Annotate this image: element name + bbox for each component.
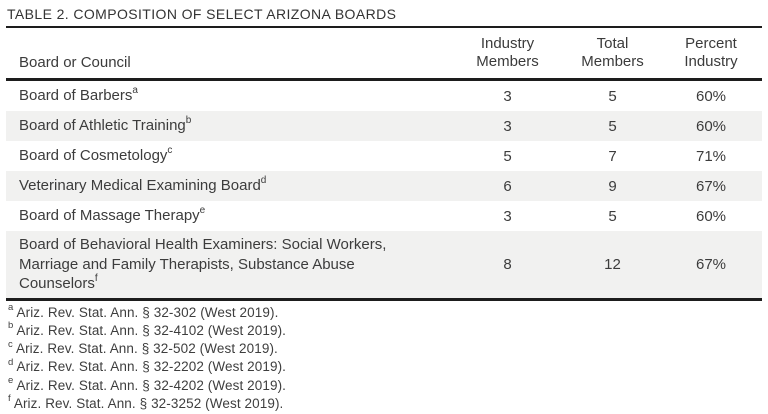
percent-industry-value: 67% <box>695 255 727 273</box>
footnote-text: Ariz. Rev. Stat. Ann. § 32-302 (West 201… <box>16 304 279 320</box>
table-row-behavioral-health: Board of Behavioral Health Examiners: So… <box>6 231 762 298</box>
boards-composition-table: Board or Council Industry Members Total … <box>6 28 762 301</box>
footnote-text: Ariz. Rev. Stat. Ann. § 32-502 (West 201… <box>15 341 278 357</box>
table-title: TABLE 2. COMPOSITION OF SELECT ARIZONA B… <box>7 6 397 22</box>
footnote-f: f Ariz. Rev. Stat. Ann. § 32-3252 (West … <box>8 393 762 413</box>
footnote-marker: c <box>167 145 173 157</box>
table-row-athletic-training: Board of Athletic Trainingb 3 5 60% <box>6 111 762 141</box>
industry-members-value: 3 <box>503 87 512 105</box>
board-name: Veterinary Medical Examining Board <box>19 177 261 195</box>
footnote-letter: b <box>8 320 14 332</box>
footnotes-section: a Ariz. Rev. Stat. Ann. § 32-302 (West 2… <box>6 301 762 414</box>
industry-members-value: 6 <box>503 177 512 195</box>
board-name-cell: Board of Barbersa <box>6 86 450 106</box>
footnote-letter: d <box>8 356 14 368</box>
footnote-marker: e <box>199 205 206 217</box>
board-name-cell: Board of Athletic Trainingb <box>6 116 450 136</box>
title-rule <box>6 26 762 28</box>
table-header-row: Board or Council Industry Members Total … <box>6 28 762 81</box>
percent-industry-value: 60% <box>695 117 727 135</box>
footnote-d: d Ariz. Rev. Stat. Ann. § 32-2202 (West … <box>8 358 762 376</box>
table-bottom-rule <box>6 297 762 301</box>
column-header-board-or-council: Board or Council <box>19 54 131 71</box>
column-header-percent-industry: Percent Industry <box>684 35 738 70</box>
footnote-e: e Ariz. Rev. Stat. Ann. § 32-4202 (West … <box>8 375 762 395</box>
column-header-total-members: Total Members <box>581 35 644 70</box>
table-row-massage-therapy: Board of Massage Therapye 3 5 60% <box>6 201 762 231</box>
footnote-b: b Ariz. Rev. Stat. Ann. § 32-4102 (West … <box>8 320 762 340</box>
footnote-letter: e <box>8 375 14 387</box>
board-name: Board of Behavioral Health Examiners: So… <box>19 236 387 292</box>
board-name: Board of Barbers <box>19 87 133 105</box>
board-name-cell: Board of Behavioral Health Examiners: So… <box>6 235 450 294</box>
industry-members-value: 5 <box>503 147 512 165</box>
total-members-value: 7 <box>608 147 617 165</box>
footnote-letter: a <box>8 302 14 313</box>
footnote-marker: a <box>132 85 138 97</box>
footnote-text: Ariz. Rev. Stat. Ann. § 32-4202 (West 20… <box>16 377 287 393</box>
board-name-cell: Board of Massage Therapye <box>6 206 450 226</box>
total-members-value: 12 <box>604 255 621 273</box>
table-row-barbers: Board of Barbersa 3 5 60% <box>6 81 762 111</box>
footnote-letter: f <box>8 393 11 405</box>
table-row-cosmetology: Board of Cosmetologyc 5 7 71% <box>6 141 762 171</box>
total-members-value: 5 <box>608 117 617 135</box>
percent-industry-value: 71% <box>695 147 727 165</box>
percent-industry-value: 60% <box>695 207 727 225</box>
table-row-veterinary: Veterinary Medical Examining Boardd 6 9 … <box>6 171 762 201</box>
percent-industry-value: 67% <box>695 177 727 195</box>
footnote-letter: c <box>8 338 13 350</box>
footnote-marker: d <box>260 175 267 187</box>
total-members-value: 5 <box>608 87 617 105</box>
footnote-text: Ariz. Rev. Stat. Ann. § 32-3252 (West 20… <box>13 395 284 411</box>
percent-industry-value: 60% <box>695 87 727 105</box>
board-name: Board of Athletic Training <box>19 117 186 135</box>
footnote-c: c Ariz. Rev. Stat. Ann. § 32-502 (West 2… <box>8 338 762 358</box>
industry-members-value: 3 <box>503 207 512 225</box>
footnote-text: Ariz. Rev. Stat. Ann. § 32-4102 (West 20… <box>16 322 287 338</box>
board-name: Board of Cosmetology <box>19 147 168 165</box>
column-header-industry-members: Industry Members <box>476 35 539 70</box>
industry-members-value: 3 <box>503 117 512 135</box>
board-name-cell: Board of Cosmetologyc <box>6 146 450 166</box>
footnote-marker: b <box>185 115 192 127</box>
footnote-a: a Ariz. Rev. Stat. Ann. § 32-302 (West 2… <box>8 302 762 322</box>
footnote-text: Ariz. Rev. Stat. Ann. § 32-2202 (West 20… <box>16 359 287 375</box>
total-members-value: 5 <box>608 207 617 225</box>
board-name-cell: Veterinary Medical Examining Boardd <box>6 176 450 196</box>
total-members-value: 9 <box>608 177 617 195</box>
industry-members-value: 8 <box>503 255 512 273</box>
footnote-marker: f <box>94 273 98 284</box>
board-name: Board of Massage Therapy <box>19 207 200 225</box>
